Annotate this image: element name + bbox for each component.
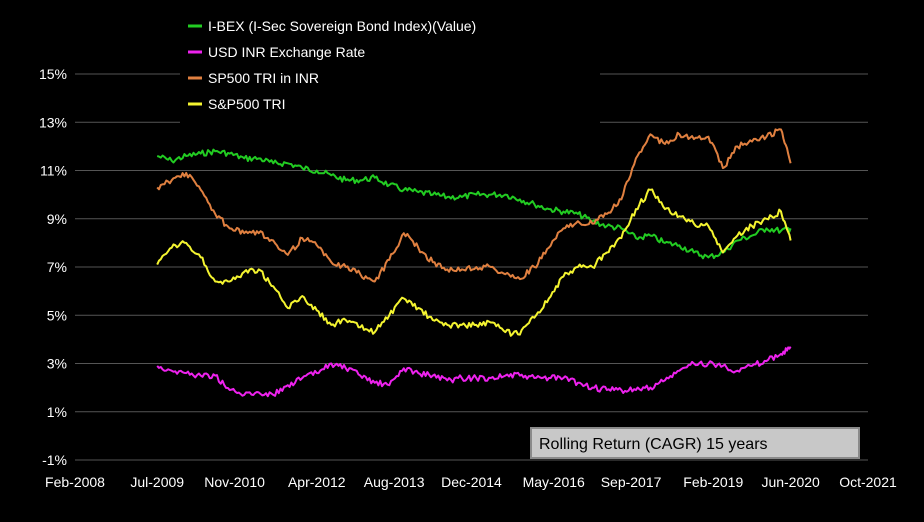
y-tick-label: 5% xyxy=(47,307,67,323)
legend-label: SP500 TRI in INR xyxy=(208,70,319,86)
x-axis-ticks: Feb-2008 Jul-2009 Nov-2010 Apr-2012 Aug-2013… xyxy=(45,474,897,490)
x-tick-label: Sep-2017 xyxy=(601,474,662,490)
x-tick-label: Jul-2009 xyxy=(130,474,184,490)
series-lines xyxy=(156,128,792,398)
series-line xyxy=(156,148,792,260)
y-tick-label: 1% xyxy=(47,404,67,420)
annotation-background xyxy=(530,427,860,459)
legend: I-BEX (I-Sec Sovereign Bond Index)(Value… xyxy=(188,18,476,112)
annotation-label: Rolling Return (CAGR) 15 years xyxy=(539,436,768,453)
y-tick-label: 15% xyxy=(39,66,67,82)
annotation-box: Rolling Return (CAGR) 15 years xyxy=(530,427,860,459)
x-tick-label: Apr-2012 xyxy=(288,474,346,490)
x-tick-label: Dec-2014 xyxy=(441,474,502,490)
y-axis-ticks: -1% 1% 3% 5% 7% 9% 11% 13% 15% xyxy=(39,66,67,468)
x-tick-label: Aug-2013 xyxy=(364,474,425,490)
series-line xyxy=(156,128,792,283)
y-tick-label: 3% xyxy=(47,356,67,372)
legend-label: USD INR Exchange Rate xyxy=(208,44,365,60)
y-tick-label: 13% xyxy=(39,114,67,130)
legend-label: I-BEX (I-Sec Sovereign Bond Index)(Value… xyxy=(208,18,476,34)
x-tick-label: Nov-2010 xyxy=(204,474,265,490)
x-tick-label: May-2016 xyxy=(523,474,585,490)
series-line xyxy=(156,188,792,337)
y-tick-label: 7% xyxy=(47,259,67,275)
x-tick-label: Feb-2019 xyxy=(683,474,743,490)
y-tick-label: -1% xyxy=(42,452,67,468)
x-tick-label: Jun-2020 xyxy=(761,474,820,490)
y-tick-label: 11% xyxy=(40,163,67,179)
x-tick-label: Feb-2008 xyxy=(45,474,105,490)
series-line xyxy=(156,346,792,398)
y-tick-label: 9% xyxy=(47,211,67,227)
x-tick-label: Oct-2021 xyxy=(839,474,897,490)
legend-label: S&P500 TRI xyxy=(208,96,286,112)
legend-box xyxy=(180,10,600,124)
